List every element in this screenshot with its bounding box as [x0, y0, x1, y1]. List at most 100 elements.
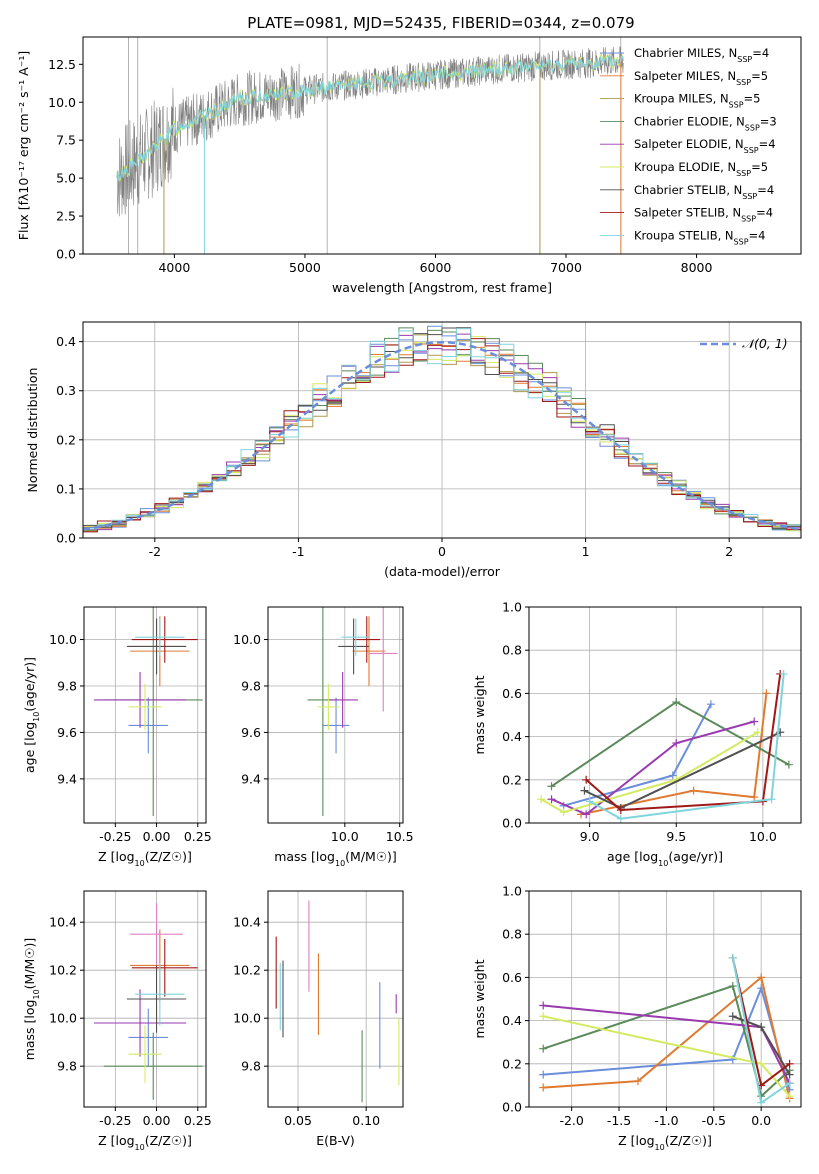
y-tick-label: 9.6 — [241, 725, 261, 740]
weight-marker-chabrier_elodie — [539, 1044, 548, 1053]
x-tick-label: 0.05 — [284, 1113, 312, 1128]
histogram-chabrier_stelib — [83, 327, 801, 529]
plot-area — [83, 325, 801, 533]
weight-marker-kroupa_stelib — [728, 953, 737, 962]
y-axis-label: mass [log10(M/M☉)] — [22, 938, 41, 1061]
x-axis-label: E(B-V) — [316, 1133, 355, 1148]
x-tick-label: 0.25 — [184, 1113, 212, 1128]
weight-marker-kroupa_stelib — [757, 1098, 766, 1107]
histogram-salpeter_stelib — [83, 338, 801, 533]
y-tick-label: 10.0 — [48, 95, 76, 110]
weight-marker-chabrier_elodie — [547, 782, 556, 791]
y-axis-label: Flux [fλ10⁻¹⁷ erg cm⁻² s⁻¹ A⁻¹] — [16, 51, 31, 240]
y-axis-label: age [log10(age/yr)] — [22, 657, 41, 773]
legend-entry-kroupa_elodie: Kroupa ELODIE, NSSP=5 — [634, 160, 768, 178]
x-tick-label: 10.0 — [749, 829, 777, 844]
plot-area — [307, 607, 398, 817]
y-tick-label: 10.0 — [233, 1011, 261, 1026]
x-tick-label: -2 — [149, 544, 161, 559]
weight-marker-salpeter_miles — [762, 689, 771, 698]
y-tick-label: 0.6 — [502, 970, 522, 985]
weight-marker-chabrier_stelib — [757, 1023, 766, 1032]
x-tick-label: 0 — [438, 544, 446, 559]
y-tick-label: 0.0 — [502, 816, 522, 831]
x-tick-label: 10.0 — [331, 829, 359, 844]
x-tick-label: -1.0 — [654, 1113, 678, 1128]
weight-marker-kroupa_stelib — [616, 814, 625, 823]
y-axis-label: Normed distribution — [25, 368, 40, 493]
x-tick-label: 9.0 — [580, 829, 600, 844]
x-tick-label: 7000 — [550, 260, 582, 275]
weight-marker-salpeter_miles — [633, 1077, 642, 1086]
axes-frame — [83, 606, 207, 824]
axes-frame — [267, 890, 404, 1108]
weight-marker-salpeter_elodie — [672, 739, 681, 748]
weight-marker-salpeter_elodie — [750, 717, 759, 726]
x-tick-label: 0.0 — [751, 1113, 771, 1128]
axes-mass-vs-ebv: 0.05 0.10 9.8 10.0 10.2 10.4 E(B-V) — [233, 890, 404, 1148]
y-axis-label: mass weight — [472, 959, 487, 1038]
weight-marker-chabrier_miles — [668, 771, 677, 780]
y-tick-label: 0.8 — [502, 927, 522, 942]
x-axis-label: mass [log10(M/M☉)] — [274, 849, 397, 868]
legend-entry-kroupa_stelib: Kroupa STELIB, NSSP=4 — [634, 228, 765, 246]
x-tick-label: 8000 — [681, 260, 713, 275]
y-tick-label: 1.0 — [502, 600, 522, 615]
weight-marker-chabrier_elodie — [728, 982, 737, 991]
axes-frame — [82, 36, 802, 255]
x-tick-label: 4000 — [158, 260, 190, 275]
weight-marker-kroupa_stelib — [779, 669, 788, 678]
y-tick-label: 10.0 — [49, 632, 77, 647]
weight-marker-kroupa_elodie — [753, 728, 762, 737]
y-tick-label: 0.8 — [502, 643, 522, 658]
axes-frame — [267, 606, 404, 824]
weight-line-chabrier_elodie — [542, 984, 791, 1099]
weight-marker-chabrier_stelib — [580, 786, 589, 795]
weight-marker-salpeter_elodie — [539, 1001, 548, 1010]
weight-marker-chabrier_elodie — [784, 760, 793, 769]
weight-marker-chabrier_stelib — [728, 1012, 737, 1021]
y-tick-label: 0.4 — [56, 334, 76, 349]
y-tick-label: 10.0 — [49, 1011, 77, 1026]
weight-marker-kroupa_elodie — [559, 808, 568, 817]
legend-entry-salpeter_elodie: Salpeter ELODIE, NSSP=4 — [634, 137, 776, 155]
weight-marker-chabrier_miles — [539, 1070, 548, 1079]
y-tick-label: 0.0 — [502, 1100, 522, 1115]
y-tick-label: 0.0 — [56, 531, 76, 546]
weight-marker-kroupa_elodie — [537, 795, 546, 804]
y-tick-label: 10.4 — [233, 915, 261, 930]
weight-marker-kroupa_elodie — [757, 1059, 766, 1068]
x-axis-label: (data-model)/error — [384, 564, 501, 579]
x-tick-label: -2.0 — [559, 1113, 583, 1128]
y-axis-label: mass weight — [472, 675, 487, 754]
y-tick-label: 9.8 — [241, 1059, 261, 1074]
y-tick-label: 10.4 — [49, 915, 77, 930]
y-tick-label: 0.4 — [502, 1013, 522, 1028]
weight-marker-chabrier_miles — [706, 700, 715, 709]
weight-marker-salpeter_miles — [689, 786, 698, 795]
legend-entry-chabrier_elodie: Chabrier ELODIE, NSSP=3 — [634, 114, 777, 131]
weight-marker-salpeter_miles — [750, 793, 759, 802]
weight-line-kroupa_stelib — [589, 673, 785, 820]
x-axis-label: age [log10(age/yr)] — [607, 849, 723, 868]
model-kroupa-stelib — [116, 54, 624, 181]
x-axis-label: Z [log10(Z/Z☉)] — [98, 1133, 192, 1152]
weight-marker-salpeter_stelib — [616, 806, 625, 815]
weight-marker-kroupa_elodie — [539, 1012, 548, 1021]
legend-entry-salpeter_stelib: Salpeter STELIB, NSSP=4 — [634, 206, 773, 224]
weight-marker-kroupa_stelib — [785, 1079, 794, 1088]
weight-marker-salpeter_miles — [757, 973, 766, 982]
plot-area — [116, 37, 624, 254]
weight-marker-salpeter_stelib — [582, 775, 591, 784]
y-tick-label: 0.6 — [502, 686, 522, 701]
axes-frame — [83, 890, 207, 1108]
x-tick-label: 2 — [725, 544, 733, 559]
legend-normal-label: 𝒩(0, 1) — [742, 336, 788, 351]
axes-mass-vs-Z: -0.25 0.00 0.25 9.8 10.0 10.2 10.4 Z [log10(Z/Z… — [22, 890, 212, 1152]
y-tick-label: 7.5 — [56, 133, 76, 148]
legend-entry-chabrier_miles: Chabrier MILES, NSSP=4 — [634, 46, 769, 64]
axes-frame — [528, 890, 802, 1108]
y-tick-label: 10.0 — [233, 632, 261, 647]
weight-line-salpeter_miles — [580, 693, 768, 816]
legend-entry-kroupa_miles: Kroupa MILES, NSSP=5 — [634, 92, 760, 110]
